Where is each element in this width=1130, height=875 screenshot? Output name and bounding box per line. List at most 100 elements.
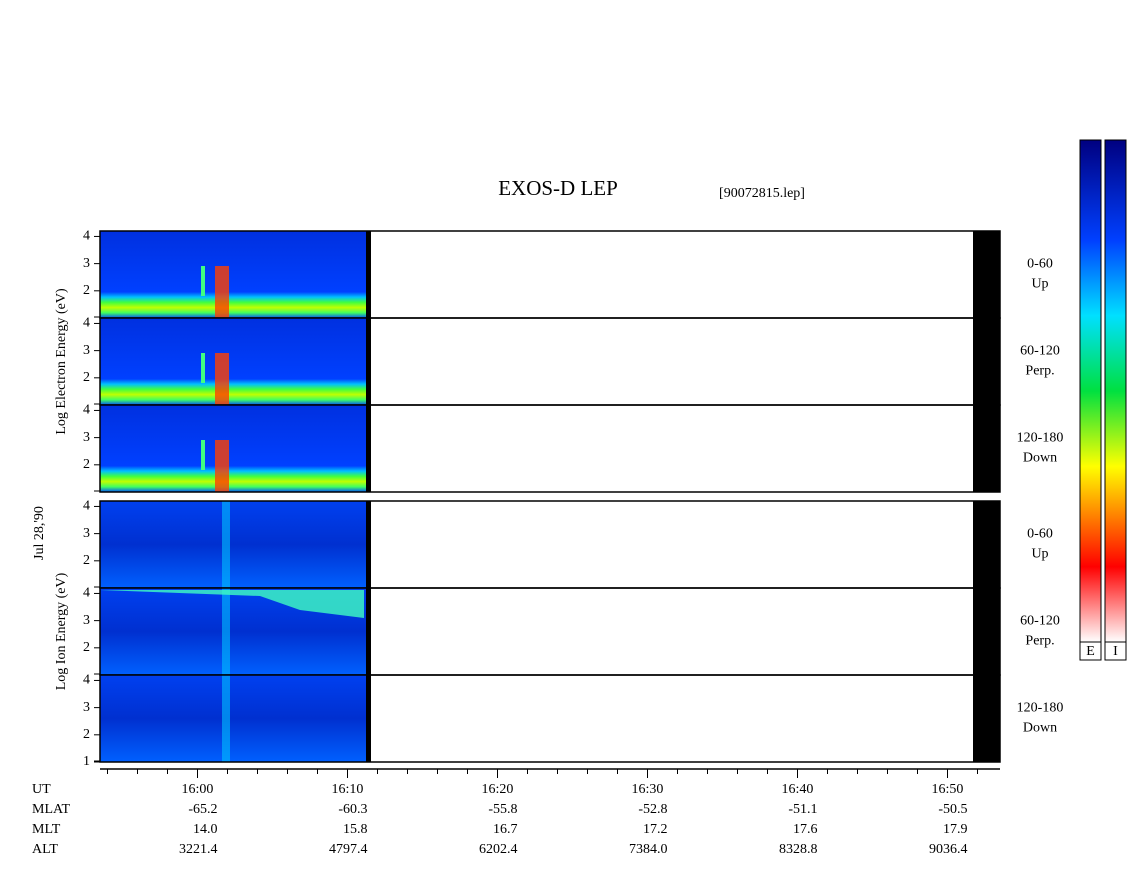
direction: Up xyxy=(1031,277,1048,292)
chart-title: EXOS-D LEP xyxy=(498,176,618,200)
spectrogram-feature xyxy=(215,440,229,492)
y-tick-label: 3 xyxy=(83,343,90,358)
data-end-bar xyxy=(366,501,371,588)
pitch-angle: 120-180 xyxy=(1017,431,1064,446)
x-tick-label: 16:10 xyxy=(332,782,364,797)
spectrogram-feature xyxy=(215,353,229,405)
orbit-value: 17.2 xyxy=(643,822,668,837)
x-tick-label: 16:30 xyxy=(632,782,664,797)
orbit-value: -65.2 xyxy=(188,802,217,817)
orbit-value: -51.1 xyxy=(788,802,817,817)
colorbar-key xyxy=(1104,641,1127,661)
spectrogram xyxy=(100,318,370,405)
orbit-value: 6202.4 xyxy=(479,842,518,857)
orbit-value: 3221.4 xyxy=(179,842,218,857)
y-tick-label: 4 xyxy=(83,499,90,514)
data-end-bar xyxy=(366,318,371,405)
colorbar-label: E xyxy=(1086,644,1095,659)
colorbar-key xyxy=(1079,641,1102,661)
spectrogram xyxy=(100,501,370,588)
colorbar xyxy=(1079,139,1102,643)
x-tick-label: 16:20 xyxy=(482,782,514,797)
data-end-bar xyxy=(366,588,371,675)
data-end-bar xyxy=(366,675,371,762)
y-tick-label: 2 xyxy=(83,457,90,472)
no-data-bar xyxy=(973,588,1000,675)
orbit-value: 7384.0 xyxy=(629,842,668,857)
orbit-value: 17.6 xyxy=(793,822,818,837)
row-label: MLT xyxy=(32,822,61,837)
data-end-bar xyxy=(366,231,371,318)
y-tick-label: 2 xyxy=(83,640,90,655)
orbit-value: -55.8 xyxy=(488,802,517,817)
y-tick-label: 2 xyxy=(83,370,90,385)
orbit-value: 14.0 xyxy=(193,822,218,837)
orbit-value: -60.3 xyxy=(338,802,367,817)
y-tick-label: 3 xyxy=(83,526,90,541)
spectrogram-feature xyxy=(215,266,229,318)
panel-frame xyxy=(99,674,1001,763)
no-data-bar xyxy=(973,405,1000,492)
spectrogram xyxy=(100,231,370,318)
pitch-angle: 60-120 xyxy=(1020,614,1060,629)
direction: Up xyxy=(1031,547,1048,562)
no-data-bar xyxy=(973,501,1000,588)
orbit-value: 15.8 xyxy=(343,822,368,837)
row-label: UT xyxy=(32,782,51,797)
direction: Perp. xyxy=(1025,364,1054,379)
direction: Perp. xyxy=(1025,634,1054,649)
spectrogram-feature xyxy=(201,353,205,383)
data-end-bar xyxy=(366,405,371,492)
spectrogram-feature xyxy=(100,590,364,618)
x-tick-label: 16:50 xyxy=(932,782,964,797)
y-tick-label: 4 xyxy=(83,673,90,688)
y-tick-label: 2 xyxy=(83,553,90,568)
y-tick-label: 3 xyxy=(83,613,90,628)
orbit-value: 17.9 xyxy=(943,822,968,837)
spectrogram xyxy=(100,675,370,762)
y-tick-label: 4 xyxy=(83,403,90,418)
spectrogram-feature xyxy=(201,440,205,470)
y-tick-label: 2 xyxy=(83,727,90,742)
pitch-angle: 0-60 xyxy=(1027,527,1053,542)
spectrogram xyxy=(100,405,370,492)
spectrogram-feature xyxy=(222,588,230,675)
y-axis-label: Log Electron Energy (eV) xyxy=(54,288,69,435)
y-tick-label: 3 xyxy=(83,700,90,715)
colorbar-label: I xyxy=(1113,644,1118,659)
y-axis-label: Log Ion Energy (eV) xyxy=(54,572,69,690)
panel-frame xyxy=(99,404,1001,493)
orbit-value: 16.7 xyxy=(493,822,518,837)
pitch-angle: 60-120 xyxy=(1020,344,1060,359)
y-tick-label: 4 xyxy=(83,229,90,244)
spectrogram-feature xyxy=(222,675,230,762)
direction: Down xyxy=(1023,721,1057,736)
colorbar xyxy=(1104,139,1127,643)
spectrogram-feature xyxy=(201,266,205,296)
row-label: MLAT xyxy=(32,802,71,817)
no-data-bar xyxy=(973,231,1000,318)
y-tick-label: 4 xyxy=(83,586,90,601)
date-label: Jul 28,'90 xyxy=(32,506,47,560)
direction: Down xyxy=(1023,451,1057,466)
y-tick-label: 1 xyxy=(83,754,90,769)
orbit-value: -50.5 xyxy=(938,802,967,817)
orbit-value: 8328.8 xyxy=(779,842,818,857)
orbit-value: -52.8 xyxy=(638,802,667,817)
pitch-angle: 0-60 xyxy=(1027,257,1053,272)
pitch-angle: 120-180 xyxy=(1017,701,1064,716)
no-data-bar xyxy=(973,675,1000,762)
y-tick-label: 3 xyxy=(83,256,90,271)
x-tick-label: 16:40 xyxy=(782,782,814,797)
orbit-value: 9036.4 xyxy=(929,842,968,857)
x-tick-label: 16:00 xyxy=(182,782,214,797)
orbit-value: 4797.4 xyxy=(329,842,368,857)
file-name: [90072815.lep] xyxy=(719,186,805,201)
y-tick-label: 2 xyxy=(83,283,90,298)
row-label: ALT xyxy=(32,842,58,857)
spectrogram-feature xyxy=(222,501,230,588)
no-data-bar xyxy=(973,318,1000,405)
y-tick-label: 4 xyxy=(83,316,90,331)
y-tick-label: 3 xyxy=(83,430,90,445)
